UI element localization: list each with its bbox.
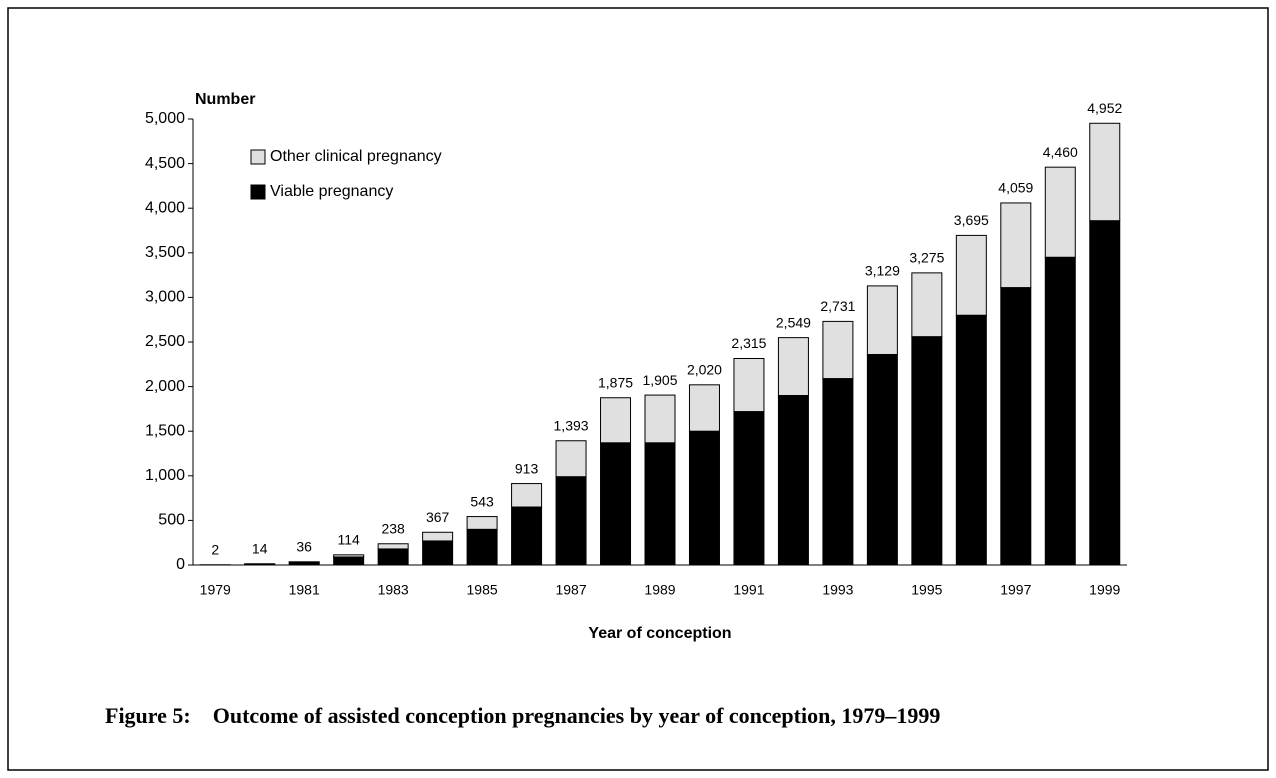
bar-segment: [555, 476, 587, 566]
y-tick-label: 2,000: [145, 378, 185, 395]
bar-segment: [688, 384, 720, 432]
x-tick-label: 1985: [467, 582, 498, 598]
total-label: 3,695: [954, 212, 989, 228]
total-label: 1,905: [642, 372, 677, 388]
bar-segment: [1089, 122, 1121, 222]
x-tick-label: 1995: [911, 582, 942, 598]
x-tick-label: 1983: [378, 582, 409, 598]
total-label: 2: [211, 542, 219, 558]
total-label: 2,315: [731, 335, 766, 351]
bar-segment: [955, 314, 987, 566]
x-tick-label: 1979: [200, 582, 231, 598]
x-axis-label: Year of conception: [588, 625, 731, 642]
bar-segment: [555, 440, 587, 478]
bar-segment: [911, 272, 943, 338]
y-tick-label: 4,500: [145, 155, 185, 172]
legend-swatch: [250, 184, 266, 200]
bar-segment: [466, 528, 498, 566]
x-tick-label: 1987: [555, 582, 586, 598]
bar-segment: [822, 378, 854, 566]
bar-segment: [422, 531, 454, 542]
bar-segment: [777, 395, 809, 566]
y-tick-label: 3,000: [145, 289, 185, 306]
y-tick-label: 0: [176, 556, 185, 573]
bar-segment: [466, 516, 498, 530]
bar-segment: [1044, 166, 1076, 258]
y-tick-label: 1,000: [145, 467, 185, 484]
bar-segment: [822, 320, 854, 380]
bar-segment: [866, 285, 898, 355]
x-tick-label: 1989: [644, 582, 675, 598]
bar-segment: [866, 353, 898, 566]
total-label: 2,549: [776, 314, 811, 330]
x-tick-label: 1999: [1089, 582, 1120, 598]
legend-label: Other clinical pregnancy: [270, 148, 442, 165]
bar-segment: [1089, 220, 1121, 566]
bar-segment: [644, 394, 676, 444]
bar-segment: [244, 563, 276, 565]
bar-segment: [333, 556, 365, 566]
bar-segment: [733, 358, 765, 413]
total-label: 1,393: [554, 417, 589, 433]
x-tick-label: 1993: [822, 582, 853, 598]
bar-segment: [600, 442, 632, 566]
bar-segment: [377, 543, 409, 550]
y-tick-label: 2,500: [145, 333, 185, 350]
y-tick-label: 3,500: [145, 244, 185, 261]
bar-segment: [600, 397, 632, 444]
chart-title: Figure 5: Outcome of assisted conception…: [105, 703, 940, 728]
bar-segment: [955, 234, 987, 316]
bar-segment: [377, 548, 409, 566]
x-tick-label: 1991: [733, 582, 764, 598]
bar-segment: [688, 430, 720, 566]
bar-segment: [911, 336, 943, 566]
total-label: 1,875: [598, 374, 633, 390]
total-label: 913: [515, 460, 539, 476]
total-label: 14: [252, 540, 268, 556]
total-label: 2,731: [820, 298, 855, 314]
legend-label: Viable pregnancy: [270, 183, 393, 200]
total-label: 4,059: [998, 180, 1033, 196]
x-tick-label: 1981: [289, 582, 320, 598]
y-tick-label: 4,000: [145, 199, 185, 216]
bar-segment: [1000, 287, 1032, 566]
total-label: 367: [426, 509, 450, 525]
bar-segment: [1044, 256, 1076, 566]
y-tick-label: 500: [158, 512, 185, 529]
bar-segment: [777, 337, 809, 397]
legend-swatch: [250, 149, 266, 165]
bar-segment: [733, 411, 765, 566]
y-tick-label: 1,500: [145, 422, 185, 439]
bar-segment: [511, 483, 543, 508]
total-label: 114: [338, 532, 361, 548]
x-tick-label: 1997: [1000, 582, 1031, 598]
total-label: 36: [296, 538, 312, 554]
bar-segment: [422, 540, 454, 566]
frame: [7, 7, 1269, 771]
y-axis-label: Number: [195, 91, 255, 108]
total-label: 3,129: [865, 263, 900, 279]
total-label: 3,275: [909, 250, 944, 266]
bar-segment: [333, 554, 365, 558]
bar-segment: [644, 442, 676, 566]
bar-segment: [1000, 202, 1032, 289]
total-label: 4,460: [1043, 144, 1078, 160]
y-tick-label: 5,000: [145, 110, 185, 127]
total-label: 2,020: [687, 362, 722, 378]
total-label: 4,952: [1087, 100, 1122, 116]
bar-segment: [288, 561, 320, 564]
total-label: 238: [381, 520, 405, 536]
total-label: 543: [470, 493, 494, 509]
bar-segment: [511, 506, 543, 566]
